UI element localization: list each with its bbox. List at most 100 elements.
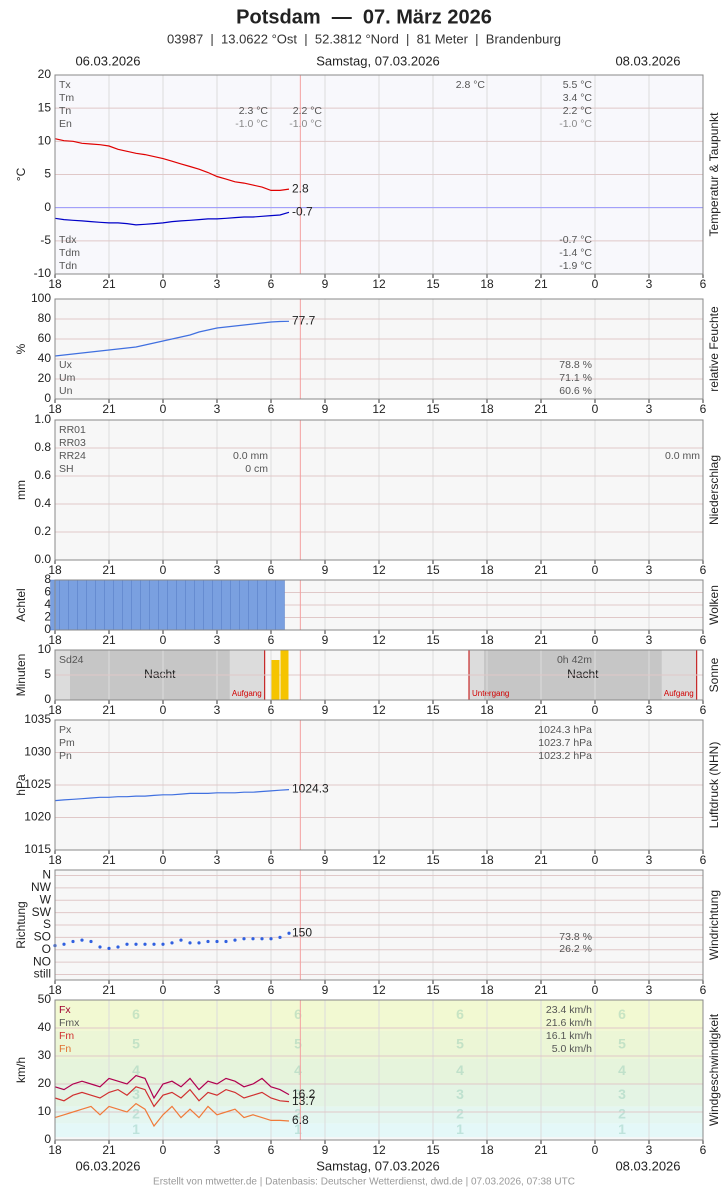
x-tick-label: 9 [322,853,329,867]
y-axis-label: % [14,343,28,354]
plot-border [54,869,704,981]
stat-value: 5.0 km/h [552,1043,592,1055]
side-label: Windrichtung [707,890,721,960]
y-tick-label: 2 [44,610,51,624]
event-label: Aufgang [232,689,262,698]
stat-value: 16.1 km/h [546,1030,592,1042]
y-tick-label: 0 [44,692,51,706]
stat-value: 2.8 °C [456,79,486,91]
stat-label: Tm [59,92,74,104]
y-tick-label: 15 [38,100,52,114]
x-tick-label: 12 [372,563,386,577]
y-axis-label: °C [14,167,28,181]
beaufort-label: 3 [132,1086,140,1102]
x-tick-label: 0 [160,853,167,867]
stat-value: -1.9 °C [559,260,592,272]
bar [104,579,114,631]
x-tick-label: 3 [214,853,221,867]
date-left: 06.03.2026 [75,53,140,68]
y-tick-label: 10 [38,134,52,148]
y-axis-label: mm [14,480,28,500]
point [125,942,129,946]
x-tick-label: 12 [372,402,386,416]
y-tick-label: 100 [31,291,51,305]
stat-label: Fn [59,1043,71,1055]
point [278,935,282,939]
x-tick-label: 9 [322,703,329,717]
x-tick-label: 6 [700,853,707,867]
plot-border [54,999,704,1141]
plot-border [54,298,704,400]
x-tick-label: 6 [268,633,275,647]
bar [194,579,204,631]
plot-border [54,74,704,275]
x-tick-label: 0 [592,277,599,291]
stat-label: Tdn [59,260,77,272]
bar [131,579,141,631]
subtitle: 03987 | 13.0622 °Ost | 52.3812 °Nord | 8… [167,31,561,46]
x-tick-label: 0 [592,563,599,577]
y-tick-label: NO [33,954,51,968]
x-tick-label: 3 [214,277,221,291]
x-tick-label: 9 [322,633,329,647]
stat-label: Ux [59,359,73,371]
x-tick-label: 21 [534,402,548,416]
y-tick-label: 1035 [24,712,51,726]
point [161,942,165,946]
x-tick-label: 3 [646,563,653,577]
y-tick-label: 1020 [24,810,51,824]
y-axis-label: Achtel [14,588,28,621]
x-tick-label: 21 [534,1143,548,1157]
side-label: Sonne [707,657,721,692]
bar [280,650,289,700]
end-label: -0.7 [292,204,313,218]
beaufort-label: 3 [294,1086,302,1102]
x-tick-label: 18 [480,1143,494,1157]
stat-value: 0 cm [245,463,268,475]
x-tick-label: 15 [426,1143,440,1157]
y-tick-label: 0 [44,391,51,405]
stat-label: Um [59,372,76,384]
point [89,939,93,944]
stat-value: 0.0 mm [233,450,268,462]
stat-label: Tdx [59,234,77,246]
x-tick-label: 9 [322,402,329,416]
y-axis-label: km/h [14,1057,28,1083]
stat-value: 0.0 mm [665,450,700,462]
y-tick-label: 6 [44,585,51,599]
event-label: Untergang [472,689,509,698]
x-tick-label: 12 [372,633,386,647]
x-tick-label: 12 [372,853,386,867]
bar [167,579,177,631]
end-label: 13.7 [292,1094,316,1108]
y-tick-label: 20 [38,1076,52,1090]
point [215,939,219,944]
point [251,937,255,941]
x-tick-label: 6 [700,983,707,997]
x-tick-label: 9 [322,563,329,577]
x-tick-label: 9 [322,983,329,997]
side-label: Wolken [707,585,721,625]
point [71,939,75,944]
x-tick-label: 18 [480,277,494,291]
y-tick-label: 8 [44,572,51,586]
stat-label: Tdm [59,247,80,259]
x-tick-label: 21 [102,633,116,647]
point [80,938,84,942]
x-tick-label: 0 [160,402,167,416]
bar [140,579,150,631]
y-tick-label: 0 [44,622,51,636]
beaufort-label: 6 [294,1006,302,1022]
y-tick-label: 0.2 [34,524,51,538]
beaufort-label: 1 [456,1121,464,1137]
beaufort-label: 5 [294,1036,302,1052]
y-tick-label: 0 [44,1132,51,1146]
x-tick-label: 18 [480,633,494,647]
x-tick-label: 18 [48,1143,62,1157]
plot-border [54,649,704,701]
x-tick-label: 6 [700,703,707,717]
stat-label: Pn [59,750,72,762]
series-line [54,1086,290,1108]
beaufort-label: 4 [618,1062,626,1078]
footer: Erstellt von mtwetter.de | Datenbasis: D… [153,1177,575,1188]
